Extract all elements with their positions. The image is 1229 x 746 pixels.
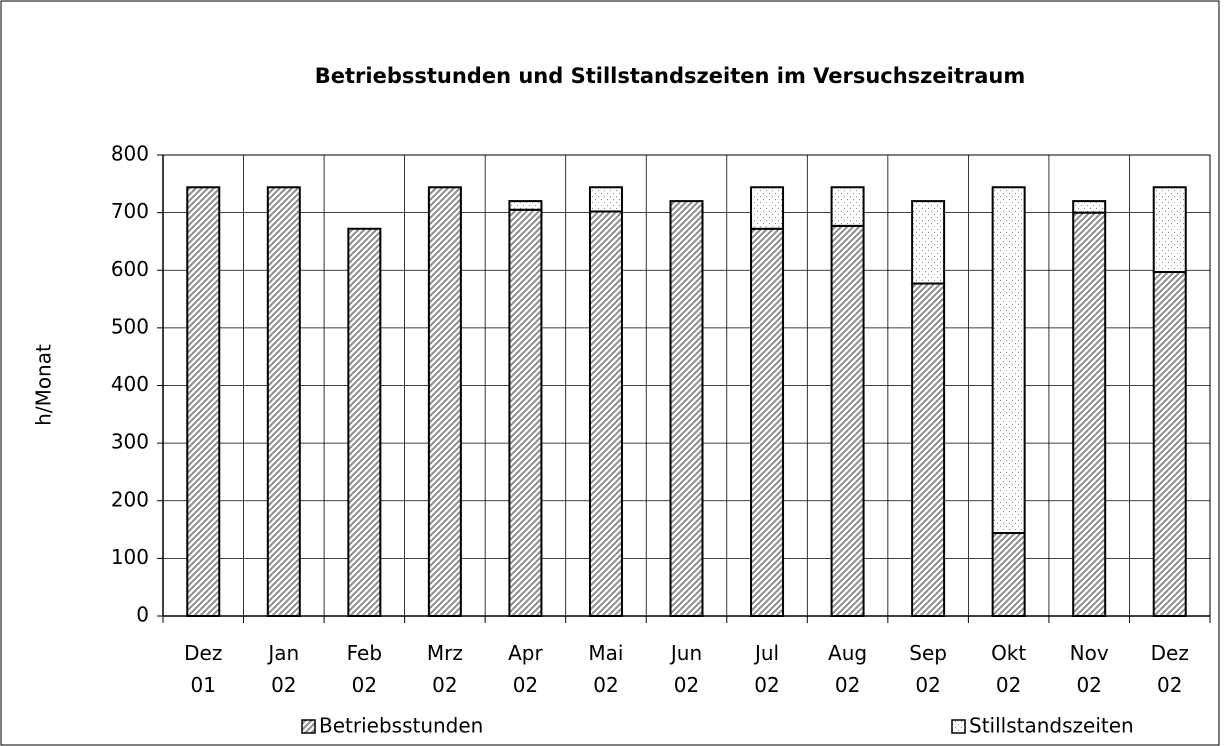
legend-label: Stillstandszeiten <box>969 714 1134 738</box>
bar-segment <box>991 532 1026 618</box>
bar-segment <box>1152 186 1187 273</box>
y-tick-label: 100 <box>111 545 149 569</box>
bar-segment <box>830 186 865 227</box>
x-tick-label: Sep 02 <box>909 641 947 697</box>
bar-segment <box>266 186 301 618</box>
bar-segment <box>1072 211 1107 617</box>
y-tick-label: 400 <box>111 372 149 396</box>
x-tick-label: Jul 02 <box>753 641 780 697</box>
x-tick-label: Okt 02 <box>991 641 1026 697</box>
x-tick-label: Jun 02 <box>669 641 702 697</box>
y-tick-label: 200 <box>111 487 149 511</box>
legend-swatch <box>951 719 966 734</box>
bar-segment <box>1072 200 1107 214</box>
x-tick-label: Feb 02 <box>347 641 382 697</box>
bar-segment <box>186 186 221 618</box>
y-tick-label: 500 <box>111 314 149 338</box>
y-tick-label: 0 <box>136 603 149 627</box>
y-tick-label: 800 <box>111 142 149 166</box>
chart-title: Betriebsstunden und Stillstandszeiten im… <box>315 64 1026 88</box>
bar-segment <box>750 186 785 230</box>
x-tick-label: Apr 02 <box>508 641 543 697</box>
y-tick-label: 300 <box>111 430 149 454</box>
bar-segment <box>991 186 1026 535</box>
x-tick-label: Nov 02 <box>1070 641 1109 697</box>
bar-segment <box>588 186 623 213</box>
bar-segment <box>750 227 785 617</box>
x-tick-label: Mrz 02 <box>427 641 463 697</box>
bar-segment <box>1152 270 1187 617</box>
bar-segment <box>830 224 865 617</box>
y-tick-label: 600 <box>111 257 149 281</box>
x-tick-label: Dez 01 <box>184 641 222 697</box>
bar-segment <box>911 200 946 285</box>
bar-segment <box>347 227 382 617</box>
y-axis-label: h/Monat <box>32 344 56 426</box>
bar-segment <box>911 282 946 617</box>
x-tick-label: Dez 02 <box>1151 641 1189 697</box>
bar-segment <box>508 208 543 617</box>
x-tick-label: Jan 02 <box>266 641 299 697</box>
y-tick-label: 700 <box>111 199 149 223</box>
bar-segment <box>427 186 462 618</box>
legend-swatch <box>301 719 316 734</box>
bar-segment <box>508 200 543 211</box>
bar-segment <box>669 200 704 617</box>
legend-label: Betriebsstunden <box>319 714 483 738</box>
bar-segment <box>588 210 623 617</box>
x-tick-label: Mai 02 <box>588 641 623 697</box>
x-tick-label: Aug 02 <box>828 641 867 697</box>
